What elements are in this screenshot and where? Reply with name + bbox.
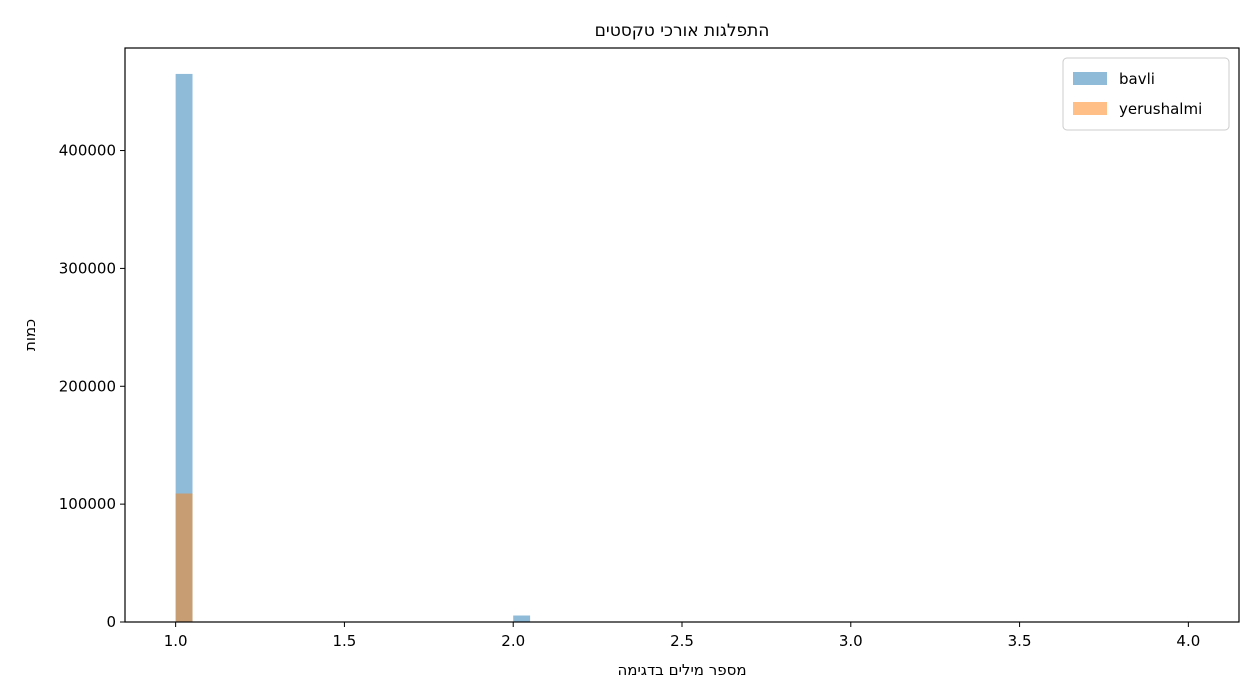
x-tick-label: 4.0 [1176, 632, 1200, 650]
x-tick-label: 2.5 [670, 632, 694, 650]
bar-yerushalmi-0 [175, 493, 193, 622]
legend-swatch-yerushalmi [1073, 102, 1107, 115]
y-tick-label: 400000 [59, 142, 116, 160]
legend-label-yerushalmi: yerushalmi [1119, 100, 1202, 118]
y-tick-label: 100000 [59, 495, 116, 513]
x-tick-label: 1.5 [332, 632, 356, 650]
chart-title: התפלגות אורכי טקסטים [595, 21, 770, 41]
x-axis-ticks: 1.0 1.5 2.0 2.5 3.0 3.5 4.0 [164, 622, 1200, 650]
x-tick-label: 3.0 [839, 632, 863, 650]
y-tick-label: 300000 [59, 259, 116, 277]
x-axis-title: מספר מילים בדגימה [617, 661, 746, 679]
y-tick-label: 0 [106, 613, 116, 631]
y-axis-title: כמות [21, 319, 39, 351]
plot-frame [124, 47, 1240, 623]
y-axis-ticks: 0 100000 200000 300000 400000 [59, 142, 125, 631]
x-tick-label: 3.5 [1008, 632, 1032, 650]
legend-box [1062, 57, 1230, 131]
legend: bavli yerushalmi [1062, 57, 1230, 131]
bar-bavli-1 [513, 615, 531, 622]
x-tick-label: 1.0 [164, 632, 188, 650]
bar-bavli-0 [175, 73, 193, 623]
x-tick-label: 2.0 [501, 632, 525, 650]
bars-layer [175, 73, 531, 623]
legend-label-bavli: bavli [1119, 70, 1155, 88]
y-tick-label: 200000 [59, 377, 116, 395]
legend-swatch-bavli [1073, 72, 1107, 85]
